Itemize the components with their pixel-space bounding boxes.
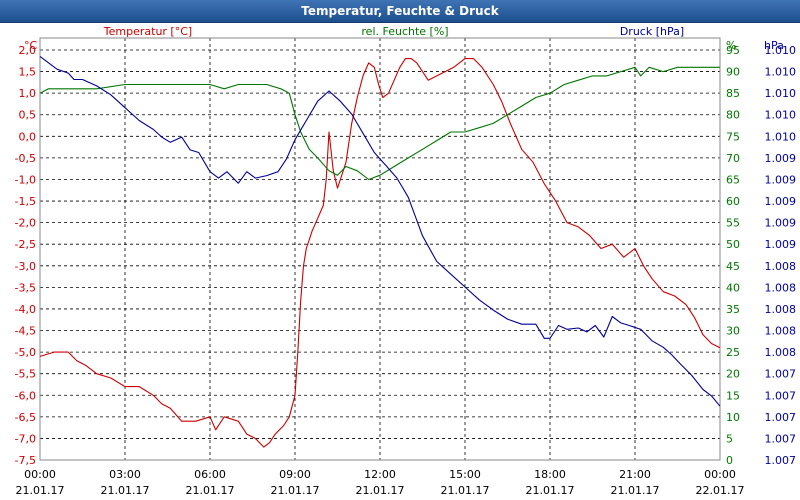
series-line-mid <box>39 66 720 181</box>
temp-tick-label: 1,0 <box>19 87 37 100</box>
x-tick-date: 21.01.17 <box>356 484 405 497</box>
pressure-tick-label: 1.007 <box>765 454 797 467</box>
pressure-tick-label: 1.007 <box>765 432 797 445</box>
pressure-tick-label: 1.007 <box>765 389 797 402</box>
series-line-right <box>39 55 721 407</box>
pressure-tick-label: 1.010 <box>765 66 797 79</box>
humidity-tick-label: 55 <box>726 217 740 230</box>
x-tick-time: 03:00 <box>109 468 141 481</box>
x-tick-time: 06:00 <box>194 468 226 481</box>
x-tick-date: 21.01.17 <box>611 484 660 497</box>
temp-series-label: Temperatur [°C] <box>103 25 192 38</box>
temp-tick-label: -2,5 <box>15 238 36 251</box>
humidity-tick-label: 75 <box>726 130 740 143</box>
plot-area-border <box>39 37 721 461</box>
x-tick-time: 15:00 <box>449 468 481 481</box>
x-tick-time: 21:00 <box>619 468 651 481</box>
x-tick-date: 21.01.17 <box>186 484 235 497</box>
pressure-tick-label: 1.008 <box>765 346 797 359</box>
x-tick-date: 21.01.17 <box>441 484 490 497</box>
humidity-unit-label: % <box>726 39 736 52</box>
humidity-tick-label: 5 <box>726 432 733 445</box>
pressure-tick-label: 1.010 <box>765 130 797 143</box>
humidity-tick-label: 20 <box>726 368 740 381</box>
pressure-tick-label: 1.010 <box>765 44 797 57</box>
x-tick-time: 18:00 <box>534 468 566 481</box>
pressure-tick-label: 1.009 <box>765 173 797 186</box>
pressure-tick-label: 1.010 <box>765 87 797 100</box>
humidity-tick-label: 15 <box>726 389 740 402</box>
humidity-tick-label: 30 <box>726 325 740 338</box>
x-tick-time: 00:00 <box>24 468 56 481</box>
humidity-series-label: rel. Feuchte [%] <box>361 25 448 38</box>
pressure-series-label: Druck [hPa] <box>620 25 684 38</box>
x-tick-date: 21.01.17 <box>526 484 575 497</box>
temp-tick-label: -3,0 <box>15 260 36 273</box>
pressure-unit-label: hPa <box>764 39 784 52</box>
x-tick-date: 22.01.17 <box>696 484 745 497</box>
x-tick-time: 12:00 <box>364 468 396 481</box>
temp-tick-label: -0,5 <box>15 152 36 165</box>
plot-grid <box>40 38 720 461</box>
temp-tick-label: 0,0 <box>19 130 37 143</box>
humidity-tick-label: 90 <box>726 66 740 79</box>
humidity-tick-label: 85 <box>726 87 740 100</box>
pressure-tick-label: 1.009 <box>765 217 797 230</box>
temp-tick-label: 0,5 <box>19 109 37 122</box>
temp-tick-label: -2,0 <box>15 217 36 230</box>
temp-tick-label: -7,0 <box>15 432 36 445</box>
pressure-tick-label: 1.010 <box>765 109 797 122</box>
pressure-tick-label: 1.008 <box>765 325 797 338</box>
temp-tick-label: -3,5 <box>15 281 36 294</box>
temp-tick-label: -5,0 <box>15 346 36 359</box>
humidity-tick-label: 60 <box>726 195 740 208</box>
temp-tick-label: -4,0 <box>15 303 36 316</box>
temp-tick-label: -6,5 <box>15 411 36 424</box>
temp-tick-label: -5,5 <box>15 368 36 381</box>
pressure-tick-label: 1.008 <box>765 281 797 294</box>
pressure-tick-label: 1.007 <box>765 368 797 381</box>
humidity-tick-label: 10 <box>726 411 740 424</box>
pressure-tick-label: 1.009 <box>765 238 797 251</box>
window-title: Temperatur, Feuchte & Druck <box>301 4 499 18</box>
pressure-tick-label: 1.009 <box>765 195 797 208</box>
pressure-tick-label: 1.009 <box>765 152 797 165</box>
x-tick-date: 21.01.17 <box>271 484 320 497</box>
x-tick-date: 21.01.17 <box>16 484 65 497</box>
humidity-tick-label: 70 <box>726 152 740 165</box>
humidity-tick-label: 25 <box>726 346 740 359</box>
humidity-tick-label: 95 <box>726 44 740 57</box>
humidity-tick-label: 80 <box>726 109 740 122</box>
temp-tick-label: -1,5 <box>15 195 36 208</box>
temp-tick-label: -6,0 <box>15 389 36 402</box>
window-titlebar: Temperatur, Feuchte & Druck <box>0 0 800 23</box>
humidity-tick-label: 65 <box>726 173 740 186</box>
humidity-tick-label: 50 <box>726 238 740 251</box>
pressure-tick-label: 1.008 <box>765 260 797 273</box>
pressure-tick-label: 1.007 <box>765 411 797 424</box>
x-tick-date: 21.01.17 <box>101 484 150 497</box>
humidity-tick-label: 35 <box>726 303 740 316</box>
series-lines <box>39 55 721 448</box>
series-line-left <box>39 58 721 448</box>
temp-tick-label: 2,0 <box>19 44 37 57</box>
x-tick-time: 09:00 <box>279 468 311 481</box>
humidity-tick-label: 40 <box>726 281 740 294</box>
temp-tick-label: -4,5 <box>15 325 36 338</box>
temp-unit-label: °C <box>24 39 38 52</box>
temp-tick-label: 1,5 <box>19 66 37 79</box>
axes-labels: 2,0 1,5 1,0 0,5 0,0 -0,5 -1,0 -1,5 -2,0 -2,5 -3,0 -… <box>15 25 796 497</box>
temp-tick-label: -1,0 <box>15 173 36 186</box>
humidity-tick-label: 45 <box>726 260 740 273</box>
x-tick-time: 00:00 <box>704 468 736 481</box>
temp-tick-label: -7,5 <box>15 454 36 467</box>
humidity-tick-label: 0 <box>726 454 733 467</box>
pressure-tick-label: 1.008 <box>765 303 797 316</box>
